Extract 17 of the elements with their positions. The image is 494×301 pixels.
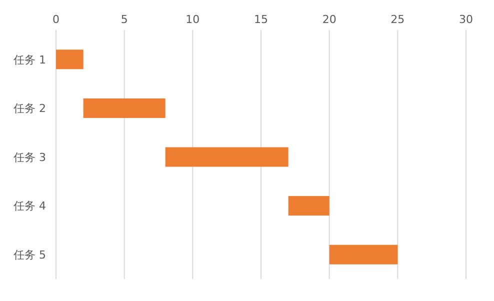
x-tick-label: 0	[52, 13, 60, 26]
bar	[329, 244, 398, 264]
x-tick-label: 25	[390, 13, 405, 26]
bar	[56, 50, 84, 70]
bar	[83, 98, 166, 118]
bar	[165, 147, 288, 167]
x-tick-label: 5	[120, 13, 128, 26]
y-tick-label: 任务 2	[12, 102, 46, 116]
x-tick-label: 10	[186, 13, 200, 26]
bar	[288, 196, 330, 216]
y-tick-label: 任务 3	[12, 150, 46, 164]
x-tick-label: 15	[254, 13, 268, 26]
y-tick-label: 任务 4	[12, 200, 46, 213]
y-tick-label: 任务 1	[12, 53, 46, 66]
x-tick-label: 30	[459, 13, 473, 26]
y-tick-label: 任务 5	[12, 248, 46, 262]
x-tick-label: 20	[322, 13, 336, 26]
